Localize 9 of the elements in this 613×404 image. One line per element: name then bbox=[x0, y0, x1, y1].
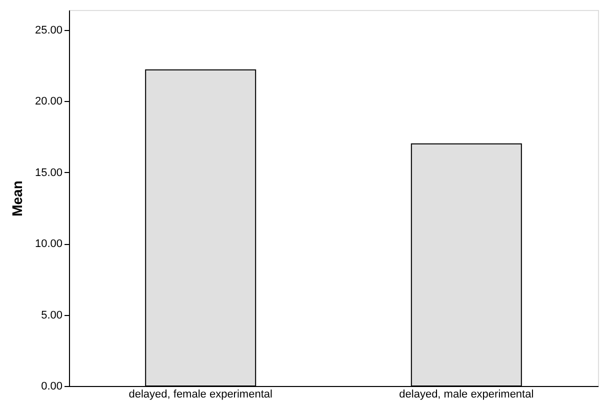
y-tick-label: 15.00 bbox=[34, 166, 62, 179]
x-tick-label: delayed, male experimental bbox=[399, 388, 534, 400]
y-tick-label: 0.00 bbox=[41, 380, 62, 392]
y-tick-label: 25.00 bbox=[34, 24, 62, 36]
x-tick-label: delayed, female experimental bbox=[128, 388, 272, 400]
y-tick-label: 10.00 bbox=[34, 238, 62, 250]
y-axis-title: Mean bbox=[8, 180, 25, 216]
y-tick-label: 20.00 bbox=[34, 96, 62, 108]
y-tick-label: 5.00 bbox=[41, 309, 62, 322]
